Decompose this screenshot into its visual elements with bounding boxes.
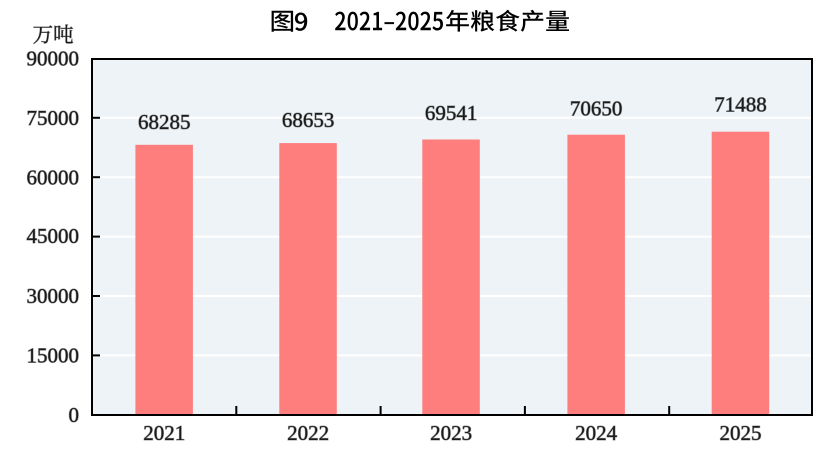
svg-text:15000: 15000 bbox=[27, 343, 80, 367]
svg-text:75000: 75000 bbox=[27, 106, 80, 130]
svg-text:2022: 2022 bbox=[287, 421, 329, 445]
svg-text:68285: 68285 bbox=[138, 110, 191, 134]
svg-text:71488: 71488 bbox=[714, 92, 767, 116]
svg-text:90000: 90000 bbox=[27, 46, 80, 70]
svg-text:2021: 2021 bbox=[143, 421, 185, 445]
svg-text:0: 0 bbox=[69, 403, 80, 427]
svg-text:30000: 30000 bbox=[27, 284, 80, 308]
svg-text:68653: 68653 bbox=[282, 108, 335, 132]
svg-text:2024: 2024 bbox=[575, 421, 618, 445]
svg-text:70650: 70650 bbox=[570, 97, 623, 121]
svg-text:69541: 69541 bbox=[425, 101, 478, 125]
svg-text:2023: 2023 bbox=[430, 421, 472, 445]
svg-text:60000: 60000 bbox=[27, 165, 80, 189]
svg-text:2025: 2025 bbox=[720, 421, 762, 445]
svg-text:45000: 45000 bbox=[27, 224, 80, 248]
